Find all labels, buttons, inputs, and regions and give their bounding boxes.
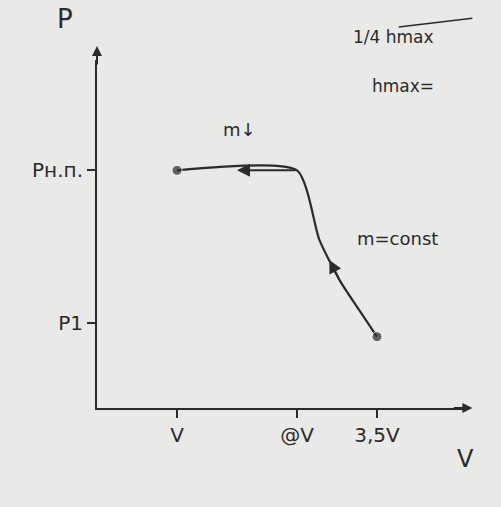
- svg-text:V: V: [170, 423, 184, 447]
- svg-text:P1: P1: [58, 311, 83, 335]
- svg-text:hmax=: hmax=: [372, 76, 434, 96]
- svg-text:P: P: [57, 4, 73, 34]
- svg-text:3,5V: 3,5V: [354, 423, 400, 447]
- svg-text:m↓: m↓: [223, 119, 256, 140]
- svg-text:V: V: [457, 445, 474, 473]
- svg-text:m=const: m=const: [357, 228, 438, 249]
- svg-text:1/4 hmax: 1/4 hmax: [353, 27, 434, 47]
- svg-text:@V: @V: [280, 423, 314, 447]
- svg-text:Pн.п.: Pн.п.: [32, 158, 83, 182]
